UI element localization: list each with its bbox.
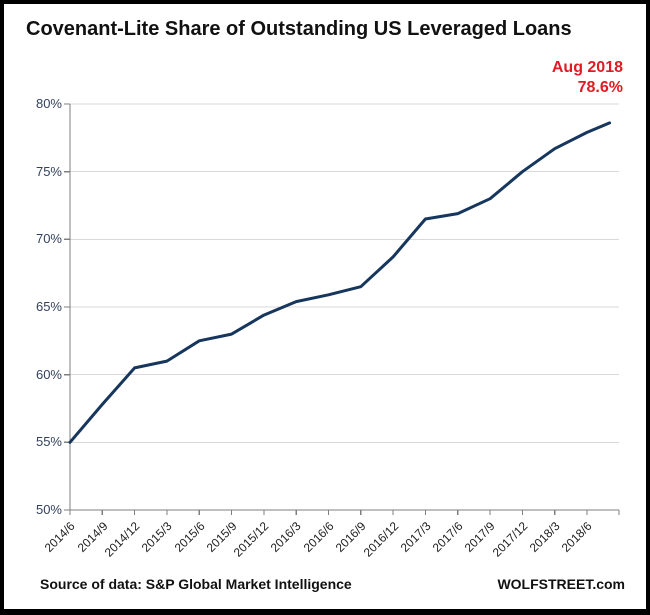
site-credit: WOLFSTREET.com	[497, 576, 625, 592]
chart-title: Covenant-Lite Share of Outstanding US Le…	[26, 18, 572, 40]
y-tick-label: 75%	[35, 163, 62, 179]
y-tick-label: 60%	[35, 366, 62, 382]
y-tick-label: 50%	[35, 502, 62, 517]
data-line	[68, 121, 612, 444]
y-tick-label: 80%	[35, 96, 62, 111]
annotation-date: Aug 2018	[551, 59, 623, 76]
y-tick-label: 65%	[35, 299, 62, 314]
annotation-value: 78.6%	[577, 79, 623, 96]
source-note: Source of data: S&P Global Market Intell…	[40, 576, 352, 592]
latest-value-annotation: Aug 2018 78.6%	[549, 58, 625, 98]
y-tick-label: 55%	[35, 434, 62, 450]
y-tick-label: 70%	[35, 231, 62, 247]
